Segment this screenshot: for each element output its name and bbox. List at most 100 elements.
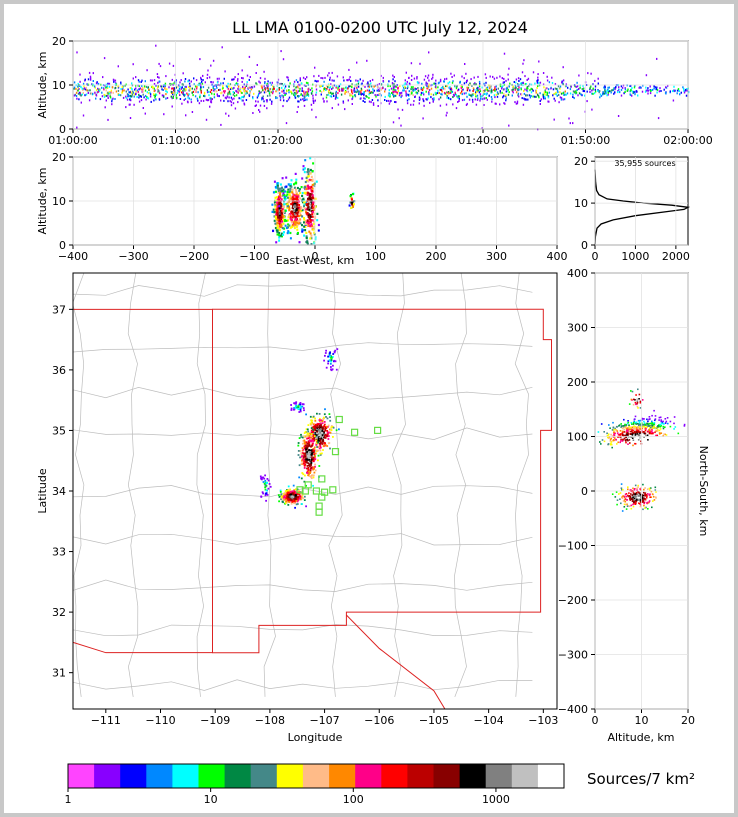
p1-source-mark: [80, 86, 82, 89]
p1-source-mark: [450, 88, 453, 91]
p1-source-mark: [618, 86, 620, 89]
p5-source-mark: [624, 498, 627, 500]
p1-source-mark: [407, 85, 409, 88]
p1-source-mark: [213, 84, 215, 87]
p4-source-mark: [312, 460, 315, 462]
p1-source-mark: [526, 89, 528, 92]
p1-source-mark: [105, 86, 108, 89]
p1-source-mark: [129, 91, 131, 94]
p4-source-mark: [285, 500, 287, 503]
p4-source-mark: [280, 496, 283, 499]
p2-source-mark: [288, 209, 291, 212]
p2-source-mark: [277, 197, 280, 200]
p1-source-mark: [121, 91, 124, 94]
p4-source-mark: [329, 416, 331, 418]
p5-source-mark: [627, 420, 629, 422]
p5-source-mark: [652, 426, 655, 428]
p1-source-mark: [82, 114, 85, 117]
p4-source-mark: [283, 497, 285, 500]
p2-source-mark: [293, 226, 296, 230]
p1-source-mark: [156, 73, 159, 76]
p4-source-mark: [302, 440, 305, 442]
p5-source-mark: [609, 427, 611, 429]
p4-source-mark: [294, 500, 296, 503]
p2-source-mark: [281, 220, 283, 223]
p1-source-mark: [614, 88, 616, 91]
p1-source-mark: [199, 88, 202, 91]
p5-ytick-label: −400: [558, 703, 588, 716]
p1-source-mark: [197, 91, 199, 94]
p4-source-mark: [303, 442, 306, 444]
p5-source-mark: [633, 493, 635, 495]
p4-source-mark: [262, 481, 265, 483]
p1-source-mark: [155, 93, 158, 96]
p5-source-mark: [628, 495, 631, 497]
p1-source-mark: [210, 89, 213, 91]
p1-source-mark: [159, 65, 162, 68]
p1-source-mark: [413, 100, 415, 103]
p1-source-mark: [463, 77, 465, 80]
p2-source-mark: [297, 210, 300, 213]
p1-source-mark: [529, 89, 531, 92]
p1-source-mark: [524, 98, 526, 101]
p1-source-mark: [450, 98, 452, 101]
p5-source-mark: [619, 433, 622, 435]
p1-source-mark: [594, 85, 597, 88]
p5-source-mark: [645, 434, 647, 437]
p4-source-mark: [289, 493, 292, 496]
p5-source-mark: [643, 420, 645, 423]
p1-source-mark: [119, 94, 122, 97]
p1-source-mark: [592, 87, 594, 90]
p1-source-mark: [318, 74, 320, 77]
p2-source-mark: [279, 200, 282, 203]
p2-source-mark: [283, 197, 286, 200]
p4-source-mark: [320, 424, 323, 426]
p4-source-mark: [322, 432, 325, 434]
p2-source-mark: [305, 231, 308, 234]
p1-source-mark: [204, 95, 206, 98]
p1-source-mark: [479, 88, 481, 91]
p1-source-mark: [187, 94, 189, 97]
station-marker: [315, 508, 323, 516]
p5-source-mark: [620, 438, 622, 441]
p2-source-mark: [309, 202, 312, 205]
p1-source-mark: [479, 95, 482, 98]
p5-source-mark: [634, 427, 636, 429]
p4-source-mark: [323, 442, 326, 444]
p1-source-mark: [322, 77, 324, 80]
p4-source-mark: [277, 494, 280, 496]
p1-source-mark: [393, 87, 395, 89]
p1-source-mark: [458, 95, 460, 98]
p2-source-mark: [288, 207, 291, 210]
p5-source-mark: [633, 431, 636, 434]
p1-source-mark: [214, 90, 216, 93]
p1-source-mark: [477, 97, 479, 100]
p5-source-mark: [650, 422, 652, 425]
p1-source-mark: [173, 89, 175, 92]
p1-source-mark: [312, 99, 314, 102]
p1-source-mark: [278, 87, 280, 89]
p4-source-mark: [284, 502, 287, 504]
p1-source-mark: [140, 81, 142, 83]
p5-source-mark: [645, 428, 647, 430]
p5-source-mark: [631, 499, 634, 502]
panel-plan-view-map: −111 −110 −109 −108 −107 −106 −105 −104 −1033132…: [36, 272, 558, 744]
p1-source-mark: [338, 90, 341, 92]
p1-source-mark: [164, 88, 166, 91]
p2-source-mark: [278, 223, 281, 226]
p1-source-mark: [412, 86, 414, 89]
p2-source-mark: [348, 204, 351, 207]
p1-source-mark: [114, 86, 117, 89]
p1-source-mark: [299, 77, 301, 80]
p1-source-mark: [297, 105, 299, 108]
p1-source-mark: [530, 87, 532, 90]
p4-source-mark: [309, 469, 312, 472]
p1-source-mark: [400, 92, 402, 95]
p2-source-mark: [301, 191, 304, 195]
p1-source-mark: [450, 72, 452, 75]
p1-source-mark: [333, 79, 335, 82]
p5-source-mark: [630, 507, 633, 510]
colorbar-swatch: [250, 764, 278, 788]
p2-source-mark: [311, 204, 313, 207]
p2-source-mark: [294, 172, 297, 175]
